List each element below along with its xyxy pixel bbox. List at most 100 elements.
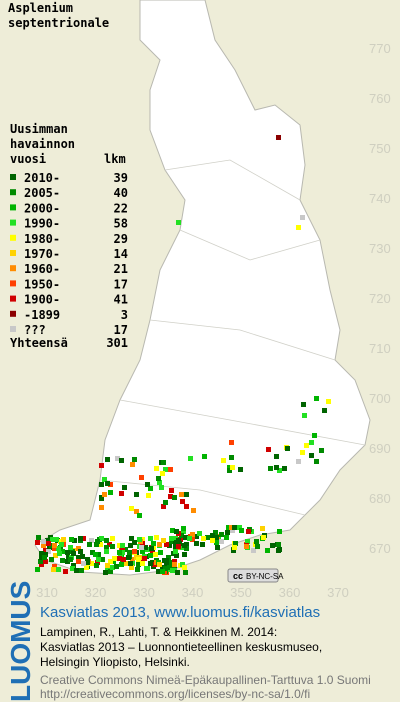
record-square bbox=[167, 543, 172, 548]
record-square bbox=[319, 448, 324, 453]
citation: Lampinen, R., Lahti, T. & Heikkinen M. 2… bbox=[40, 625, 277, 639]
region-borders bbox=[99, 159, 366, 516]
record-square bbox=[108, 559, 113, 564]
record-square bbox=[134, 492, 139, 497]
record-square bbox=[153, 552, 158, 557]
record-square bbox=[201, 536, 206, 541]
legend-swatch bbox=[10, 326, 16, 332]
legend-total: 301 bbox=[106, 336, 128, 350]
record-square bbox=[69, 537, 74, 542]
record-square bbox=[229, 525, 234, 530]
record-square bbox=[246, 529, 251, 534]
record-square bbox=[43, 559, 48, 564]
legend-count: 39 bbox=[114, 171, 128, 185]
record-square bbox=[102, 477, 107, 482]
record-square bbox=[312, 433, 317, 438]
record-square bbox=[84, 565, 89, 570]
record-square bbox=[314, 459, 319, 464]
legend-header: vuosi bbox=[10, 152, 46, 166]
record-square bbox=[49, 543, 54, 548]
record-square bbox=[68, 557, 73, 562]
record-square bbox=[119, 458, 124, 463]
record-square bbox=[122, 485, 127, 490]
record-square bbox=[326, 399, 331, 404]
record-square bbox=[129, 565, 134, 570]
record-square bbox=[139, 545, 144, 550]
record-square bbox=[148, 553, 153, 558]
record-square bbox=[78, 549, 83, 554]
record-square bbox=[214, 540, 219, 545]
record-square bbox=[229, 440, 234, 445]
record-square bbox=[224, 535, 229, 540]
legend-swatch bbox=[10, 174, 16, 180]
record-square bbox=[94, 542, 99, 547]
y-coord-label: 720 bbox=[369, 291, 391, 306]
legend-label: -1899 bbox=[24, 308, 60, 322]
record-square bbox=[150, 550, 155, 555]
legend-label: 1900- bbox=[24, 293, 60, 307]
record-square bbox=[277, 468, 282, 473]
record-square bbox=[238, 467, 243, 472]
record-square bbox=[61, 537, 66, 542]
record-square bbox=[128, 543, 133, 548]
y-coord-label: 770 bbox=[369, 41, 391, 56]
record-square bbox=[233, 541, 238, 546]
record-square bbox=[117, 543, 122, 548]
record-square bbox=[309, 440, 314, 445]
record-square bbox=[39, 555, 44, 560]
record-square bbox=[188, 456, 193, 461]
record-square bbox=[160, 471, 165, 476]
record-square bbox=[63, 569, 68, 574]
record-square bbox=[151, 541, 156, 546]
record-square bbox=[59, 542, 64, 547]
record-square bbox=[102, 492, 107, 497]
record-square bbox=[143, 545, 148, 550]
record-square bbox=[36, 535, 41, 540]
legend-label: 2010- bbox=[24, 171, 60, 185]
record-square bbox=[181, 526, 186, 531]
x-coord-label: 370 bbox=[327, 585, 349, 600]
legend-label: 2000- bbox=[24, 201, 60, 215]
record-square bbox=[163, 566, 168, 571]
record-square bbox=[265, 548, 270, 553]
record-square bbox=[296, 459, 301, 464]
record-square bbox=[85, 560, 90, 565]
record-square bbox=[179, 533, 184, 538]
record-square bbox=[105, 563, 110, 568]
record-square bbox=[226, 525, 231, 530]
record-square bbox=[120, 560, 125, 565]
record-square bbox=[137, 513, 142, 518]
record-square bbox=[300, 215, 305, 220]
record-square bbox=[71, 551, 76, 556]
record-square bbox=[145, 566, 150, 571]
record-square bbox=[57, 551, 62, 556]
record-square bbox=[49, 557, 54, 562]
record-square bbox=[274, 454, 279, 459]
legend-swatch bbox=[10, 280, 16, 287]
legend-count: 3 bbox=[121, 308, 128, 322]
record-square bbox=[160, 565, 165, 570]
record-square bbox=[161, 504, 166, 509]
x-coord-label: 330 bbox=[133, 585, 155, 600]
record-square bbox=[164, 542, 169, 547]
record-square bbox=[176, 544, 181, 549]
record-square bbox=[43, 552, 48, 557]
license-text: http://creativecommons.org/licenses/by-n… bbox=[40, 687, 310, 701]
record-square bbox=[172, 559, 177, 564]
legend-swatch bbox=[10, 219, 16, 226]
record-square bbox=[108, 490, 113, 495]
legend-count: 40 bbox=[114, 186, 128, 200]
footer-headline: Kasviatlas 2013, www.luomus.fi/kasviatla… bbox=[40, 604, 320, 621]
record-square bbox=[56, 546, 61, 551]
record-square bbox=[65, 559, 70, 564]
record-square bbox=[245, 539, 250, 544]
legend-header: Uusimman bbox=[10, 122, 68, 136]
record-square bbox=[134, 509, 139, 514]
x-coord-label: 310 bbox=[36, 585, 58, 600]
record-square bbox=[231, 548, 236, 553]
y-coord-label: 710 bbox=[369, 341, 391, 356]
record-square bbox=[142, 556, 147, 561]
record-square bbox=[309, 453, 314, 458]
legend-swatch bbox=[10, 265, 16, 272]
